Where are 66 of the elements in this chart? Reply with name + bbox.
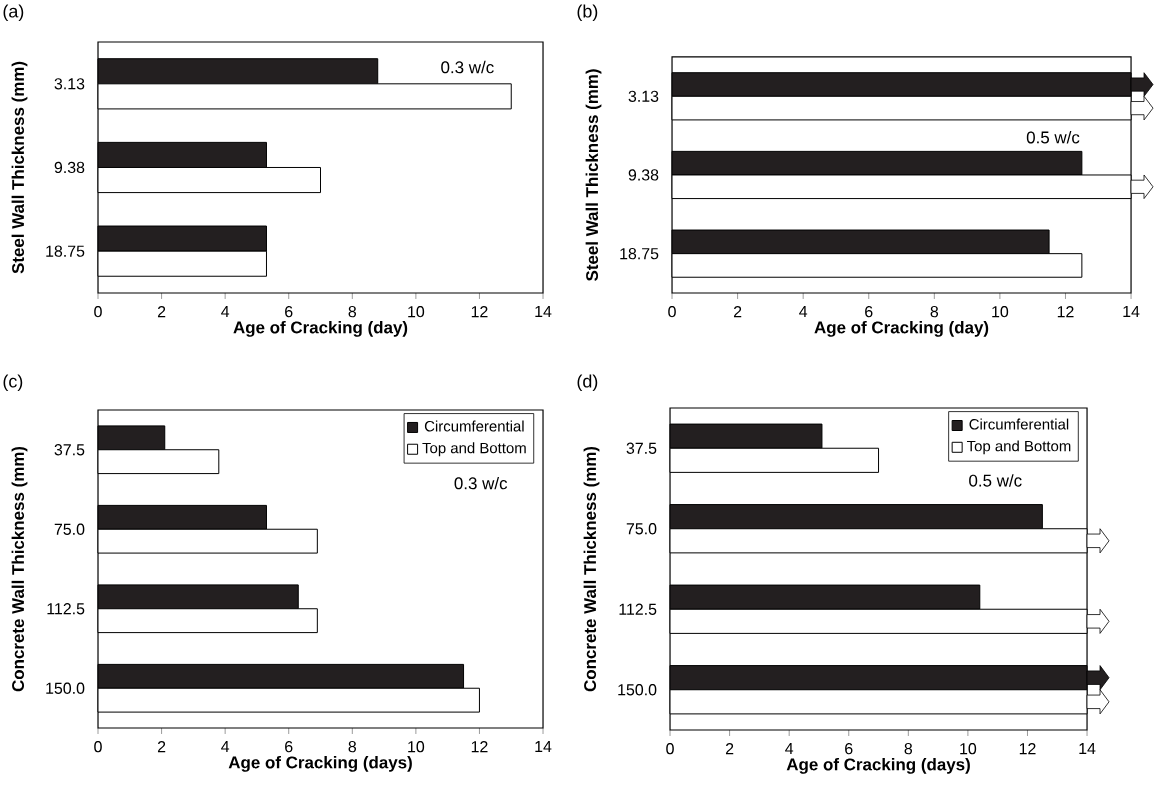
x-tick-label: 10 — [408, 741, 425, 753]
x-tick-label: 14 — [535, 306, 552, 317]
y-tick-label: 3.13 — [628, 90, 659, 102]
legend-label: Top and Bottom — [422, 442, 526, 457]
x-tick-label: 0 — [94, 306, 102, 318]
legend-label: Top and Bottom — [966, 440, 1071, 455]
x-tick-label: 8 — [904, 743, 913, 755]
legend-label: Circumferential — [424, 420, 524, 432]
annotation: 0.3 w/c — [454, 476, 508, 490]
x-axis-title: Age of Cracking (day) — [814, 320, 989, 337]
y-tick-label: 150.0 — [618, 684, 657, 696]
x-tick-label: 12 — [1019, 743, 1036, 755]
y-tick-label: 75.0 — [54, 523, 85, 535]
y-axis-title: Concrete Wall Thickness (mm) — [583, 446, 600, 692]
annotation: 0.3 w/c — [441, 60, 494, 74]
y-axis-title: Steel Wall Thickness (mm) — [11, 61, 28, 274]
y-tick-label: 150.0 — [46, 682, 85, 694]
y-tick-label: 9.38 — [628, 169, 659, 181]
x-tick-label: 10 — [960, 743, 977, 755]
x-axis-title: Age of Cracking (days) — [786, 758, 970, 774]
x-tick-label: 6 — [865, 306, 873, 318]
x-tick-label: 10 — [992, 306, 1009, 318]
chart-title: (c) — [3, 374, 23, 392]
x-tick-label: 4 — [785, 743, 794, 755]
y-tick-label: 18.75 — [620, 248, 659, 260]
y-tick-label: 9.38 — [54, 161, 85, 174]
x-tick-label: 4 — [221, 741, 230, 753]
x-tick-label: 12 — [471, 741, 488, 753]
x-tick-label: 8 — [348, 306, 357, 318]
x-tick-label: 6 — [285, 741, 293, 753]
x-tick-label: 2 — [725, 743, 734, 755]
x-tick-label: 14 — [1123, 306, 1140, 317]
x-tick-label: 14 — [535, 741, 552, 753]
y-axis-title: Concrete Wall Thickness (mm) — [11, 446, 28, 692]
y-tick-label: 112.5 — [47, 603, 85, 615]
annotation: 0.5 w/c — [1026, 130, 1080, 144]
x-tick-label: 10 — [408, 306, 425, 318]
x-tick-label: 12 — [471, 306, 488, 318]
chart-title: (a) — [3, 4, 24, 22]
chart-title: (b) — [577, 4, 598, 22]
y-tick-label: 3.13 — [54, 78, 85, 90]
y-tick-label: 112.5 — [619, 603, 657, 615]
x-tick-label: 6 — [845, 743, 853, 755]
x-tick-label: 2 — [157, 306, 166, 318]
x-tick-label: 0 — [94, 741, 102, 753]
x-axis-title: Age of Cracking (days) — [228, 756, 412, 772]
x-tick-label: 8 — [348, 741, 357, 753]
y-tick-label: 37.5 — [54, 444, 85, 456]
y-tick-label: 37.5 — [626, 442, 657, 454]
annotation: 0.5 w/c — [969, 474, 1022, 487]
x-tick-label: 8 — [930, 306, 939, 318]
x-axis-title: Age of Cracking (day) — [233, 320, 408, 337]
y-axis-title: Steel Wall Thickness (mm) — [585, 69, 602, 281]
y-tick-label: 18.75 — [46, 245, 85, 257]
chart-title: (d) — [577, 374, 598, 392]
x-tick-label: 4 — [799, 306, 808, 317]
legend-label: Circumferential — [969, 418, 1069, 430]
x-tick-label: 4 — [221, 306, 230, 317]
x-tick-label: 0 — [666, 743, 674, 755]
x-tick-label: 0 — [668, 306, 676, 318]
x-tick-label: 12 — [1057, 306, 1074, 318]
x-tick-label: 14 — [1079, 743, 1096, 755]
x-tick-label: 6 — [285, 306, 293, 318]
x-tick-label: 2 — [157, 741, 166, 753]
y-tick-label: 75.0 — [626, 523, 657, 535]
x-tick-label: 2 — [733, 306, 742, 318]
